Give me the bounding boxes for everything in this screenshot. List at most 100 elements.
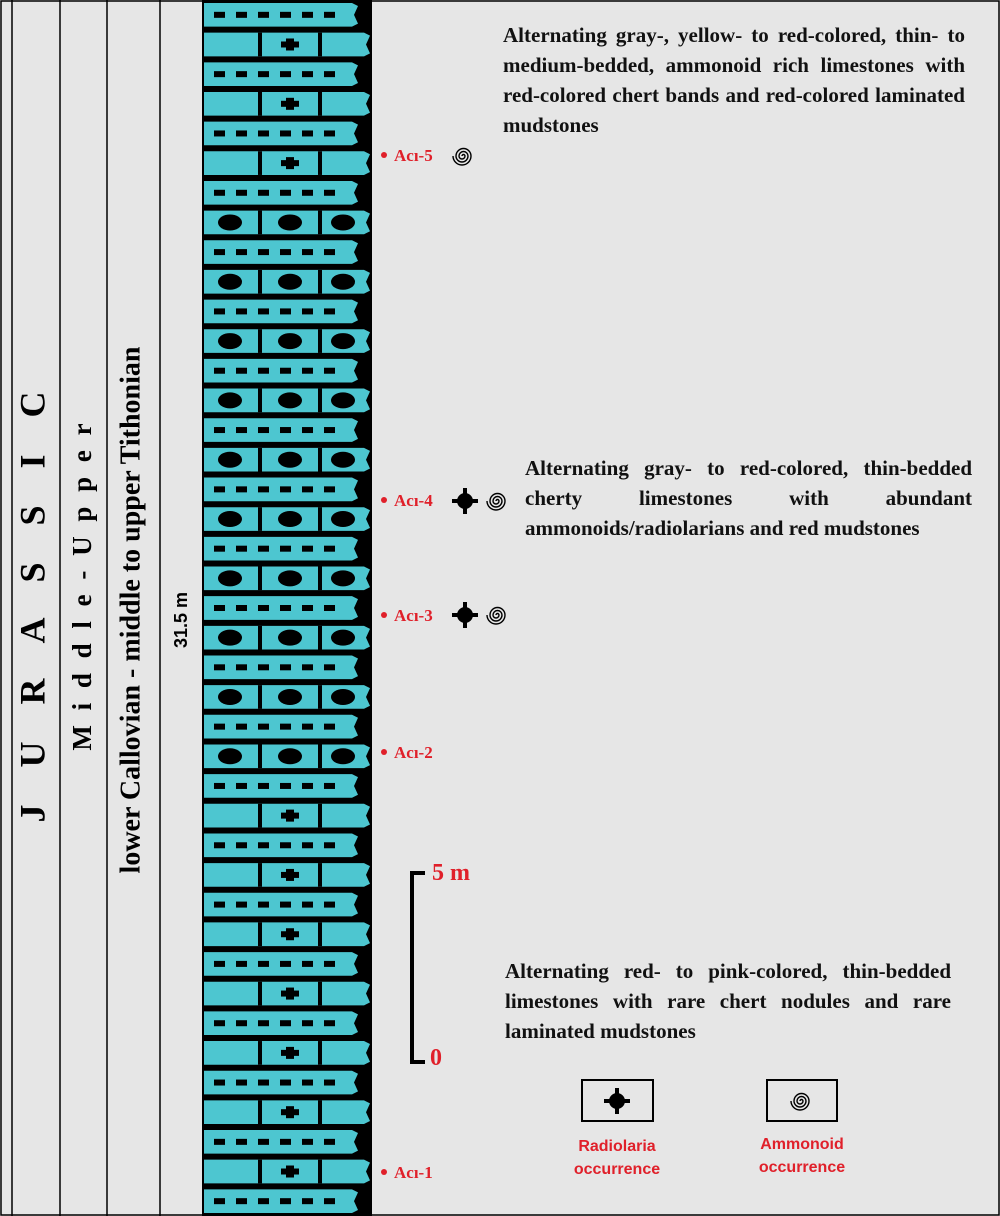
- dash: [302, 308, 313, 315]
- chert-nodule: [278, 629, 302, 646]
- legend-box: [766, 1079, 838, 1122]
- chert-nodule: [278, 511, 302, 528]
- dash: [258, 249, 269, 256]
- dash: [214, 782, 225, 789]
- ammonoid-icon: [486, 606, 506, 625]
- dash: [324, 545, 335, 552]
- nodule: [286, 928, 294, 941]
- dash: [302, 842, 313, 849]
- dash: [302, 664, 313, 671]
- dash: [302, 723, 313, 730]
- description: Alternating red- to pink-colored, thin-b…: [505, 959, 951, 1043]
- dash: [280, 1079, 291, 1086]
- chert-nodule: [218, 688, 242, 705]
- dash: [324, 130, 335, 137]
- dash: [324, 249, 335, 256]
- dash: [302, 71, 313, 78]
- sample-dot: [381, 497, 387, 503]
- chert-nodule: [218, 629, 242, 646]
- chert-nodule: [278, 273, 302, 290]
- dash: [258, 130, 269, 137]
- dash: [214, 1198, 225, 1205]
- dash: [236, 842, 247, 849]
- dash: [258, 1079, 269, 1086]
- dash: [302, 130, 313, 137]
- dash: [280, 249, 291, 256]
- dash: [236, 189, 247, 196]
- sample-dot: [381, 1169, 387, 1175]
- dash: [258, 427, 269, 434]
- dash: [214, 901, 225, 908]
- sample-label: Acı-3: [394, 606, 433, 625]
- dash: [214, 842, 225, 849]
- dash: [258, 545, 269, 552]
- dash: [236, 901, 247, 908]
- nodule: [286, 1046, 294, 1059]
- dash: [280, 427, 291, 434]
- dash: [280, 1138, 291, 1145]
- dash: [258, 960, 269, 967]
- chert-nodule: [331, 511, 355, 528]
- dash: [236, 130, 247, 137]
- nodule: [286, 97, 294, 110]
- nodule: [286, 1165, 294, 1178]
- dash: [302, 1198, 313, 1205]
- dash: [236, 545, 247, 552]
- chert-nodule: [218, 273, 242, 290]
- chert-nodule: [278, 688, 302, 705]
- chert-nodule: [331, 570, 355, 587]
- dash: [324, 960, 335, 967]
- dash: [236, 1198, 247, 1205]
- dash: [258, 11, 269, 18]
- dash: [302, 11, 313, 18]
- dash: [236, 1138, 247, 1145]
- dash: [302, 545, 313, 552]
- dash: [324, 842, 335, 849]
- stage: lower Callovian - middle to upper Tithon…: [115, 346, 146, 873]
- lithologic-column: [202, 0, 372, 1216]
- dash: [258, 308, 269, 315]
- dash: [236, 1020, 247, 1027]
- dash: [280, 842, 291, 849]
- epoch: M i d d l e - U p p e r: [67, 419, 97, 750]
- dash: [236, 782, 247, 789]
- dash: [302, 1020, 313, 1027]
- dash: [258, 486, 269, 493]
- chert-nodule: [278, 333, 302, 350]
- dash: [302, 189, 313, 196]
- dash: [236, 486, 247, 493]
- dash: [324, 1198, 335, 1205]
- radiolaria-icon: [604, 1088, 630, 1114]
- dash: [214, 367, 225, 374]
- dash: [324, 486, 335, 493]
- dash: [214, 545, 225, 552]
- dash: [280, 545, 291, 552]
- dash: [236, 1079, 247, 1086]
- dash: [258, 1138, 269, 1145]
- dash: [236, 367, 247, 374]
- dash: [214, 249, 225, 256]
- dash: [214, 189, 225, 196]
- dash: [302, 605, 313, 611]
- dash: [302, 427, 313, 434]
- nodule: [286, 868, 294, 881]
- dash: [280, 664, 291, 671]
- dash: [214, 486, 225, 493]
- chert-nodule: [331, 629, 355, 646]
- radiolaria-icon: [452, 602, 478, 628]
- legend-box: [581, 1079, 654, 1122]
- dash: [324, 308, 335, 315]
- dash: [302, 486, 313, 493]
- chert-nodule: [218, 214, 242, 231]
- dash: [280, 723, 291, 730]
- dash: [214, 664, 225, 671]
- sample-dot: [381, 152, 387, 158]
- chert-nodule: [331, 333, 355, 350]
- dash: [280, 308, 291, 315]
- dash: [324, 11, 335, 18]
- ammonoid-icon: [452, 147, 472, 166]
- sample-label: Acı-2: [394, 743, 433, 762]
- dash: [214, 427, 225, 434]
- dash: [302, 367, 313, 374]
- chert-nodule: [218, 392, 242, 409]
